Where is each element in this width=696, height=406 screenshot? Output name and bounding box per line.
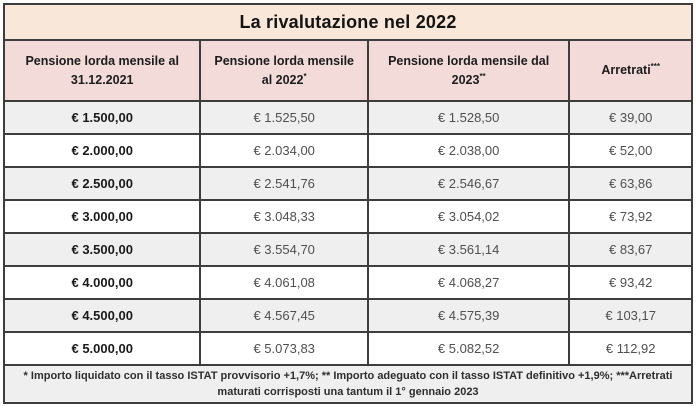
- table-row: € 4.500,00 € 4.567,45 € 4.575,39 € 103,17: [2, 298, 693, 333]
- column-header: Pensione lorda mensile al 2022*: [199, 39, 369, 102]
- column-header: Pensione lorda mensile dal 2023**: [366, 39, 571, 102]
- table-cell: € 1.528,50: [366, 100, 571, 135]
- table-row: € 1.500,00 € 1.525,50 € 1.528,50 € 39,00: [2, 100, 693, 135]
- revaluation-table: La rivalutazione nel 2022 Pensione lorda…: [2, 3, 693, 404]
- table-cell: € 83,67: [568, 232, 693, 267]
- table-cell: € 4.575,39: [366, 298, 571, 333]
- footnote-row: * Importo liquidato con il tasso ISTAT p…: [3, 364, 693, 404]
- table-cell: € 2.038,00: [366, 133, 571, 168]
- table-cell: € 4.068,27: [366, 265, 571, 300]
- table-cell: € 4.061,08: [199, 265, 369, 300]
- table-cell: € 5.082,52: [366, 331, 571, 366]
- table-cell: € 2.541,76: [199, 166, 369, 201]
- table-cell: € 5.000,00: [2, 331, 202, 366]
- header-row: Pensione lorda mensile al 31.12.2021 Pens…: [2, 39, 693, 102]
- revaluation-table-container: La rivalutazione nel 2022 Pensione lorda…: [2, 3, 693, 404]
- table-title: La rivalutazione nel 2022: [3, 3, 693, 41]
- table-body: € 1.500,00 € 1.525,50 € 1.528,50 € 39,00 € 2…: [2, 100, 693, 366]
- table-cell: € 2.500,00: [2, 166, 202, 201]
- table-footnote: * Importo liquidato con il tasso ISTAT p…: [3, 364, 693, 404]
- table-cell: € 39,00: [568, 100, 693, 135]
- table-cell: € 73,92: [568, 199, 693, 234]
- table-cell: € 4.000,00: [2, 265, 202, 300]
- table-cell: € 112,92: [568, 331, 693, 366]
- table-cell: € 93,42: [568, 265, 693, 300]
- table-cell: € 63,86: [568, 166, 693, 201]
- table-cell: € 3.048,33: [199, 199, 369, 234]
- table-row: € 5.000,00 € 5.073,83 € 5.082,52 € 112,92: [2, 331, 693, 366]
- table-cell: € 2.034,00: [199, 133, 369, 168]
- table-cell: € 4.567,45: [199, 298, 369, 333]
- table-cell: € 3.000,00: [2, 199, 202, 234]
- table-cell: € 1.500,00: [2, 100, 202, 135]
- table-row: € 2.000,00 € 2.034,00 € 2.038,00 € 52,00: [2, 133, 693, 168]
- table-cell: € 3.500,00: [2, 232, 202, 267]
- table-cell: € 52,00: [568, 133, 693, 168]
- table-cell: € 2.000,00: [2, 133, 202, 168]
- table-cell: € 103,17: [568, 298, 693, 333]
- table-row: € 2.500,00 € 2.541,76 € 2.546,67 € 63,86: [2, 166, 693, 201]
- table-row: € 3.500,00 € 3.554,70 € 3.561,14 € 83,67: [2, 232, 693, 267]
- table-cell: € 5.073,83: [199, 331, 369, 366]
- column-header: Pensione lorda mensile al 31.12.2021: [2, 39, 202, 102]
- table-cell: € 1.525,50: [199, 100, 369, 135]
- table-cell: € 4.500,00: [2, 298, 202, 333]
- footnote-marker: ***: [650, 62, 661, 72]
- table-cell: € 3.554,70: [199, 232, 369, 267]
- footnote-marker: **: [479, 71, 486, 81]
- table-title-row: La rivalutazione nel 2022: [3, 3, 693, 41]
- column-header: Arretrati***: [568, 39, 693, 102]
- table-cell: € 3.054,02: [366, 199, 571, 234]
- table-cell: € 3.561,14: [366, 232, 571, 267]
- table-row: € 4.000,00 € 4.061,08 € 4.068,27 € 93,42: [2, 265, 693, 300]
- table-cell: € 2.546,67: [366, 166, 571, 201]
- footnote-marker: *: [303, 71, 307, 81]
- table-row: € 3.000,00 € 3.048,33 € 3.054,02 € 73,92: [2, 199, 693, 234]
